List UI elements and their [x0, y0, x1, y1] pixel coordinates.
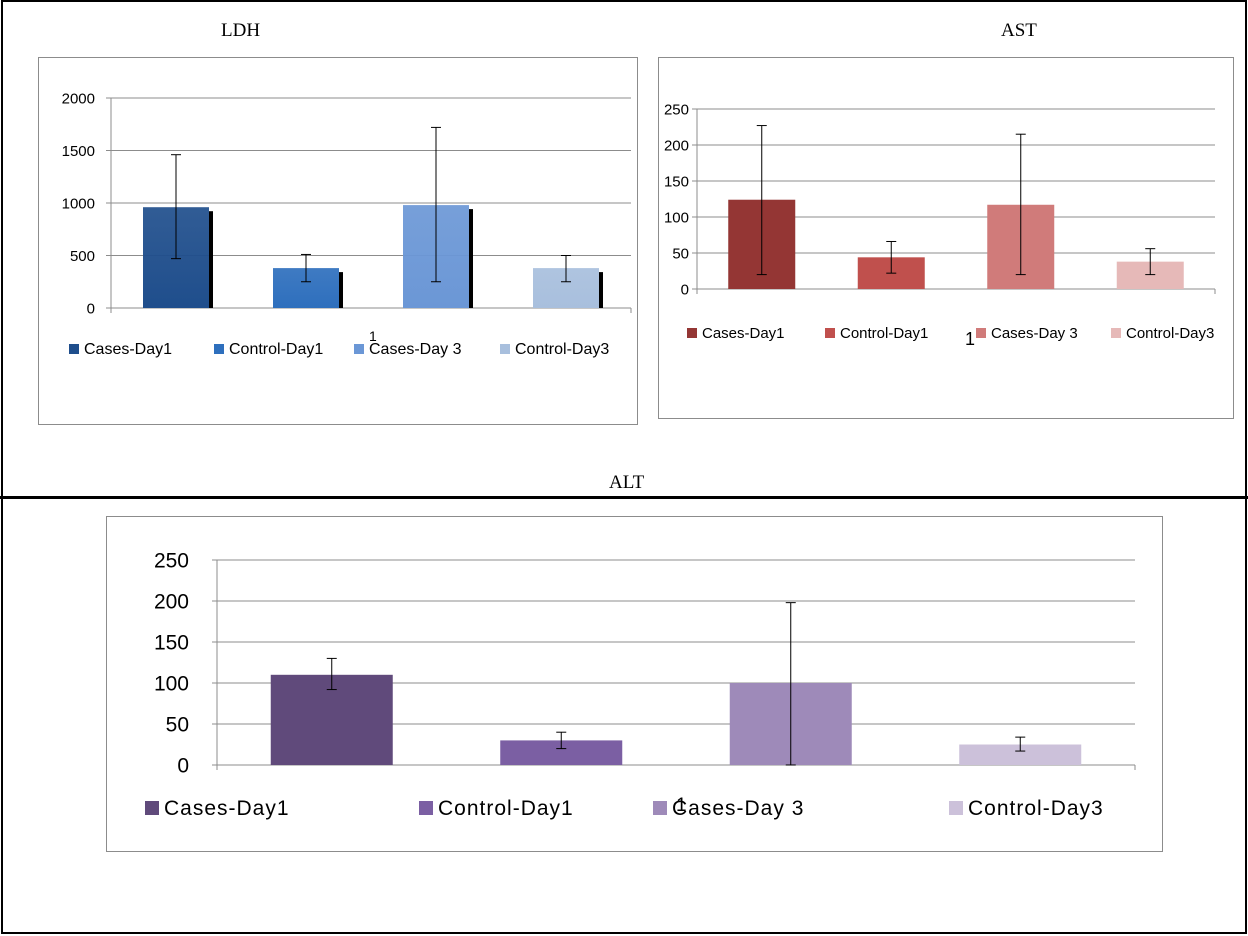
ldh-bar-shadow [469, 209, 473, 308]
ldh-bar-shadow [209, 211, 213, 308]
alt-legend-label: Control-Day1 [438, 797, 574, 820]
ldh-bar-shadow [339, 272, 343, 308]
ldh-category-label: 1 [369, 328, 377, 344]
ast-ytick-label: 150 [664, 173, 689, 190]
ast-legend-swatch [976, 328, 986, 338]
ldh-ytick-label: 500 [70, 248, 95, 265]
ast-ytick-label: 200 [664, 137, 689, 154]
alt-chart: 0 50 100 150 200 250 1 Cases-Day1 Control-Day1 Ca… [145, 549, 1136, 820]
ast-legend-label: Control-Day3 [1126, 325, 1214, 342]
ast-ytick-label: 250 [664, 101, 689, 118]
ldh-legend-label: Cases-Day1 [84, 341, 172, 358]
ldh-ytick-label: 0 [87, 300, 95, 317]
alt-legend-swatch [949, 801, 963, 815]
ldh-chart-box: 0 500 1000 1500 2000 1 Cases-Day1 Control-Day1 C… [38, 57, 638, 425]
ldh-legend-label: Cases-Day 3 [369, 341, 462, 358]
alt-ytick-label: 0 [177, 754, 189, 777]
ldh-caption: LDH [221, 20, 261, 41]
ast-ytick-label: 100 [664, 209, 689, 226]
ldh-legend-swatch [69, 344, 79, 354]
alt-legend-label: Cases-Day1 [164, 797, 290, 820]
ast-legend-swatch [825, 328, 835, 338]
alt-ytick-label: 250 [154, 549, 189, 572]
alt-legend-label: Control-Day3 [968, 797, 1104, 820]
alt-caption: ALT [609, 472, 645, 493]
alt-legend-label: Cases-Day 3 [672, 797, 804, 820]
ast-ytick-label: 50 [672, 245, 689, 262]
ast-chart-box: 0 50 100 150 200 250 1 Cases-Day1 Control-Day1 Ca… [658, 57, 1234, 419]
alt-legend-swatch [653, 801, 667, 815]
alt-legend-swatch [419, 801, 433, 815]
ldh-ytick-label: 1500 [62, 143, 95, 160]
ldh-legend-swatch [214, 344, 224, 354]
alt-bar [959, 744, 1082, 765]
ldh-ytick-label: 2000 [62, 90, 95, 107]
ldh-legend-swatch [354, 344, 364, 354]
ast-legend-label: Cases-Day 3 [991, 325, 1078, 342]
ldh-bar-shadow [599, 272, 603, 308]
alt-legend-swatch [145, 801, 159, 815]
ast-legend-swatch [687, 328, 697, 338]
alt-ytick-label: 100 [154, 672, 189, 695]
ast-caption: AST [1001, 20, 1037, 41]
ast-legend-label: Control-Day1 [840, 325, 928, 342]
ldh-legend-label: Control-Day1 [229, 341, 323, 358]
alt-category-label: 1 [676, 795, 687, 816]
ldh-legend-swatch [500, 344, 510, 354]
ast-legend-label: Cases-Day1 [702, 325, 785, 342]
alt-chart-box: 0 50 100 150 200 250 1 Cases-Day1 Control-Day1 Ca… [106, 516, 1163, 852]
alt-ytick-label: 150 [154, 631, 189, 654]
ast-chart: 0 50 100 150 200 250 1 Cases-Day1 Control-Day1 Ca… [664, 101, 1216, 349]
ldh-ytick-label: 1000 [62, 195, 95, 212]
alt-ytick-label: 50 [166, 713, 189, 736]
alt-ytick-label: 200 [154, 590, 189, 613]
ldh-legend-label: Control-Day3 [515, 341, 609, 358]
ast-legend-swatch [1111, 328, 1121, 338]
ldh-chart: 0 500 1000 1500 2000 1 Cases-Day1 Control-Day1 C… [62, 90, 632, 358]
panel-divider [0, 496, 1248, 499]
ast-ytick-label: 0 [681, 281, 689, 298]
ast-category-label: 1 [965, 329, 975, 349]
